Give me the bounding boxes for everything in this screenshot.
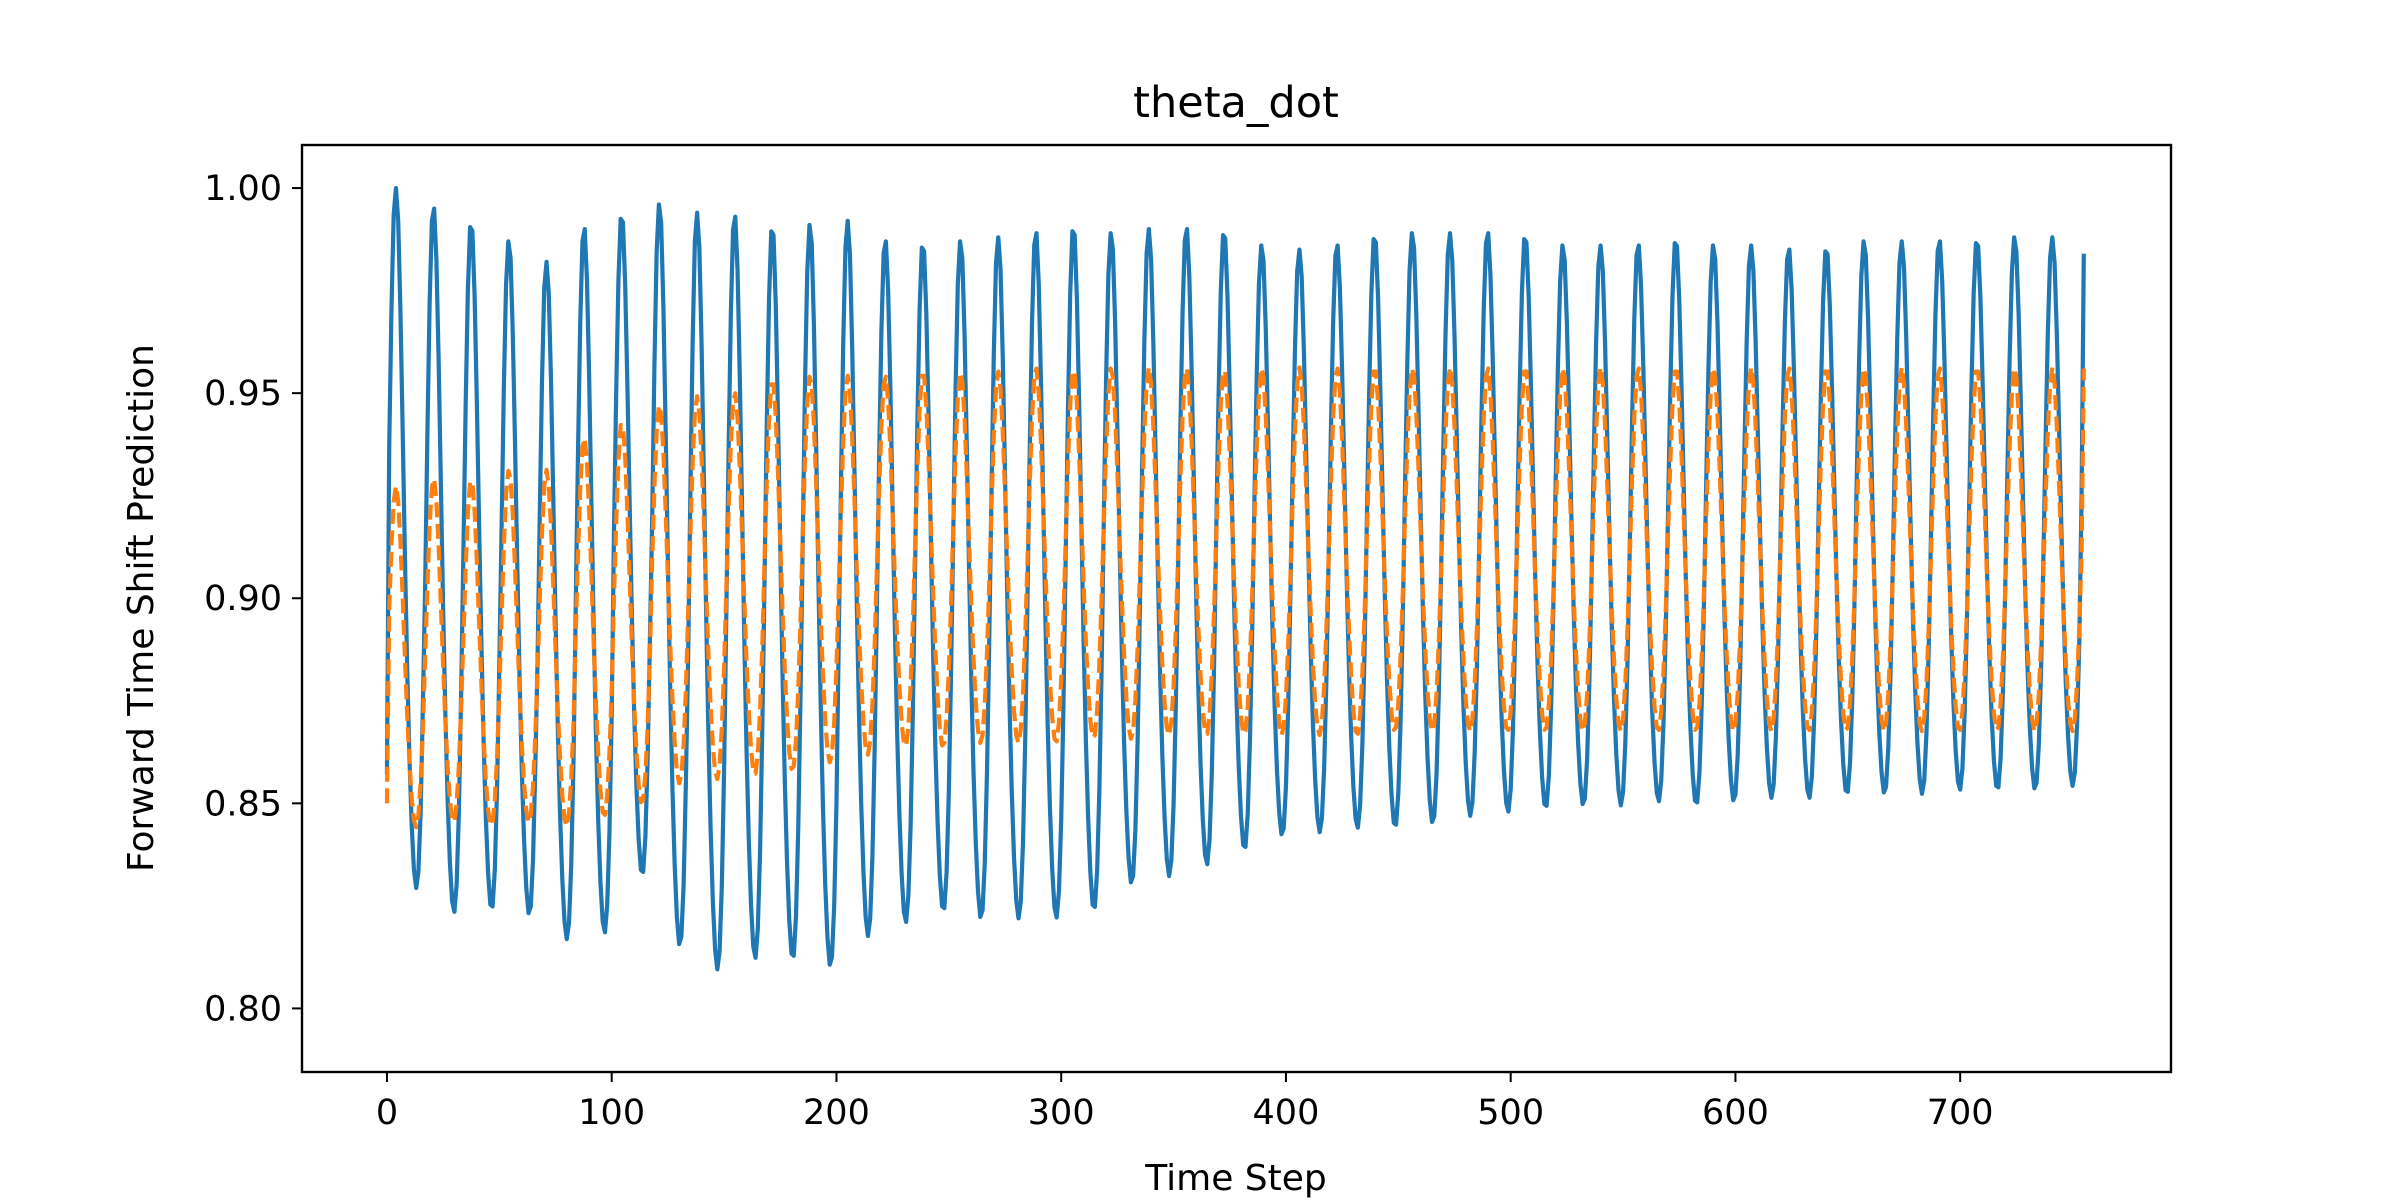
x-tick-label: 100 [578, 1093, 645, 1133]
x-tick-label: 700 [1927, 1093, 1994, 1133]
x-tick-label: 0 [376, 1093, 398, 1133]
plot-frame [300, 143, 2173, 1074]
x-tick-label: 200 [803, 1093, 870, 1133]
y-tick-label: 0.85 [204, 784, 282, 824]
chart-title: theta_dot [1133, 78, 1339, 128]
x-tick-label: 400 [1253, 1093, 1320, 1133]
y-tick-label: 1.00 [204, 169, 282, 209]
y-tick-label: 0.95 [204, 374, 282, 414]
series-line-dashed [384, 365, 2086, 830]
y-axis: 0.80 0.85 0.90 0.95 1.00 [204, 169, 302, 1029]
x-tick-label: 300 [1028, 1093, 1095, 1133]
y-tick-label: 0.80 [204, 989, 282, 1029]
x-tick-label: 600 [1702, 1093, 1769, 1133]
y-tick-label: 0.90 [204, 579, 282, 619]
y-axis-label: Forward Time Shift Prediction [121, 344, 162, 872]
series-layer [384, 185, 2086, 972]
x-axis: 0 100 200 300 400 500 600 700 [376, 1072, 1994, 1133]
x-tick-label: 500 [1477, 1093, 1544, 1133]
x-axis-label: Time Step [1144, 1158, 1327, 1199]
